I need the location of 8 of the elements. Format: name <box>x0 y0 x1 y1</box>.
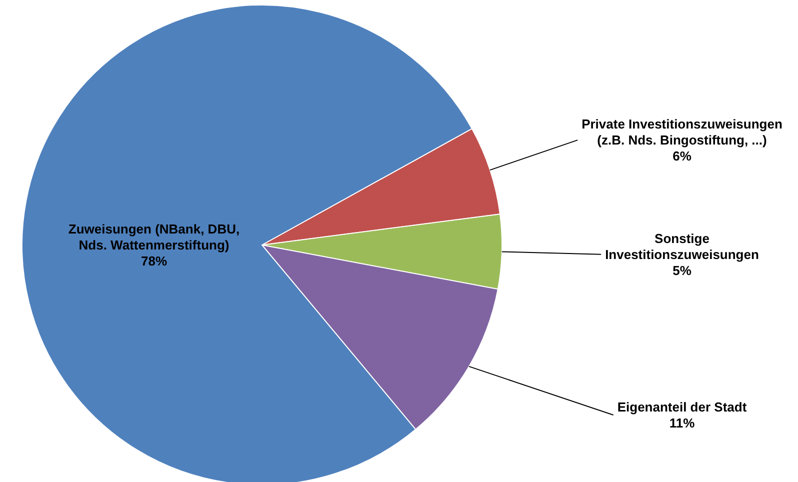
data-label: 78% <box>140 254 168 269</box>
slice-label: Sonstige Investitionszuweisungen <box>605 230 759 262</box>
data-label: 5% <box>672 262 692 278</box>
slice-label: Private Investitionszuweisungen (z.B. Nds. Bingostiftung, ...) <box>582 116 782 148</box>
slice-label: Eigenanteil der Stadt <box>617 400 748 415</box>
data-label: 11% <box>669 416 696 431</box>
data-label: 6% <box>672 148 692 164</box>
slice-label: Zuweisungen (NBank, DBU, Nds. Wattenmerstiftung) <box>68 222 240 253</box>
